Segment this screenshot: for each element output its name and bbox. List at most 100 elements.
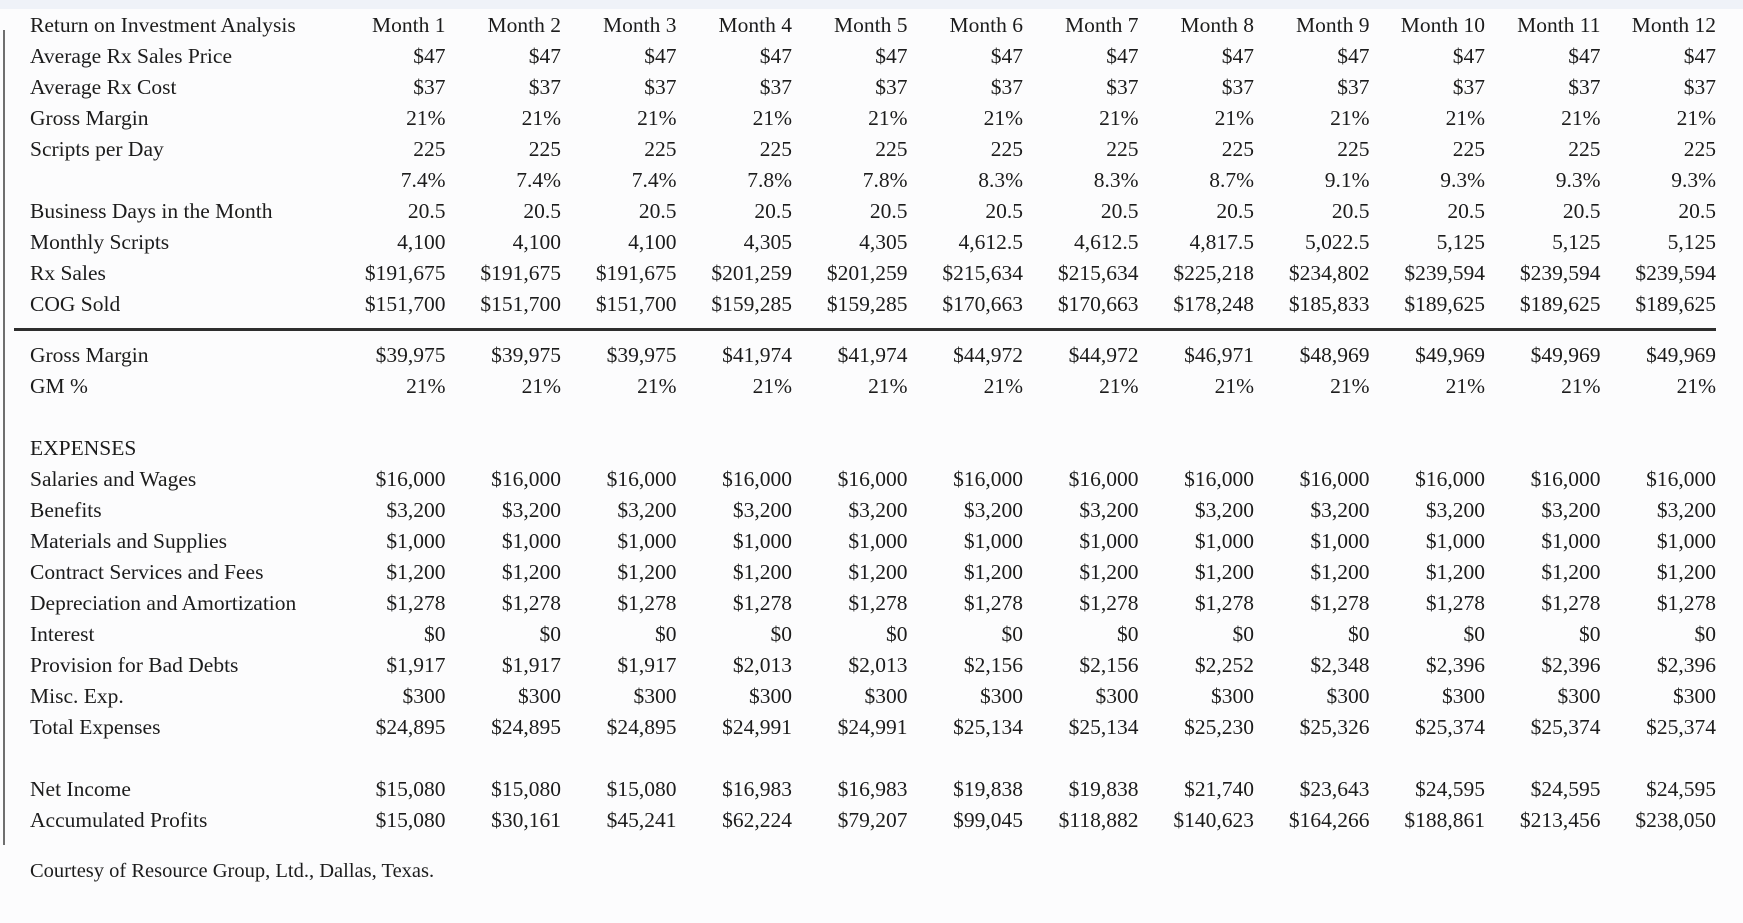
cell-value: $1,278	[1194, 591, 1254, 615]
cell-value: $0	[1232, 622, 1255, 646]
cell-value: $1,000	[1425, 529, 1485, 553]
cell-value: $25,326	[1299, 715, 1370, 739]
cell-value: 20.5	[523, 199, 561, 223]
column-header: Month 8	[1180, 13, 1254, 37]
cell-value: 20.5	[985, 199, 1023, 223]
cell-value: $118,882	[1058, 808, 1139, 832]
cell-value: $300	[1326, 684, 1370, 708]
cell-value: $159,285	[792, 289, 908, 331]
cell-value: 20.5	[754, 199, 792, 223]
cell-value: $201,259	[826, 261, 908, 285]
column-header: Month 11	[1517, 13, 1601, 37]
cell-value: 4,100	[512, 230, 561, 254]
cell-value: $3,200	[1656, 498, 1716, 522]
cell-value: $1,278	[1656, 591, 1716, 615]
cell-value: 9.3%	[1555, 168, 1601, 192]
cell-value: $151,700	[330, 289, 446, 331]
table-row: COG Sold $151,700 $151,700 $151,700 $159,285…	[14, 289, 1716, 331]
cell-value: $1,278	[386, 591, 446, 615]
cell-value	[1139, 433, 1255, 464]
cell-value: $45,241	[606, 808, 677, 832]
cell-value: 21%	[1330, 374, 1370, 398]
cell-value: $2,156	[963, 653, 1023, 677]
cell-value: $37	[528, 75, 561, 99]
cell-value: $1,200	[963, 560, 1023, 584]
cell-value: $41,974	[722, 343, 792, 367]
cell-value: $25,134	[953, 715, 1023, 739]
roi-analysis-table: Return on Investment Analysis Month 1 Mon…	[14, 10, 1716, 836]
cell-value: $1,000	[732, 529, 792, 553]
cell-value: $44,972	[953, 343, 1023, 367]
cell-value: $1,200	[617, 560, 677, 584]
cell-value: $39,975	[375, 343, 446, 367]
cell-value: $25,374	[1415, 715, 1485, 739]
cell-value: $37	[1683, 75, 1716, 99]
cell-value: $1,000	[963, 529, 1023, 553]
cell-value: $1,000	[1656, 529, 1716, 553]
cell-value: $1,200	[386, 560, 446, 584]
cell-value: 4,817.5	[1189, 230, 1255, 254]
cell-value: $2,348	[1310, 653, 1370, 677]
cell-value: $1,000	[1310, 529, 1370, 553]
cell-value: $189,625	[1600, 289, 1716, 331]
table-row: Net Income $15,080 $15,080 $15,080 $16,983 $1…	[14, 774, 1716, 805]
table-row: Average Rx Sales Price $47 $47 $47 $47 $47 $47…	[14, 41, 1716, 72]
cell-value: 20.5	[1100, 199, 1139, 223]
cell-value: $151,700	[445, 289, 561, 331]
cell-value: $238,050	[1635, 808, 1716, 832]
cell-value: 21%	[1561, 374, 1601, 398]
cell-value: $16,000	[1068, 467, 1139, 491]
cell-value: $3,200	[1079, 498, 1139, 522]
cell-value: $48,969	[1299, 343, 1370, 367]
cell-value: $1,278	[1079, 591, 1139, 615]
spacer-cell	[14, 402, 1716, 433]
cell-value: $47	[759, 44, 792, 68]
cell-value: $300	[633, 684, 677, 708]
column-header: Month 3	[603, 13, 677, 37]
cell-value: 4,305	[743, 230, 792, 254]
table-row: Depreciation and Amortization $1,278 $1,27…	[14, 588, 1716, 619]
cell-value: $239,594	[1519, 261, 1601, 285]
table-row: Salaries and Wages $16,000 $16,000 $16,000 $…	[14, 464, 1716, 495]
cell-value: 4,612.5	[958, 230, 1024, 254]
scan-edge-top	[0, 0, 1743, 9]
cell-value: $300	[749, 684, 792, 708]
row-label: GM %	[30, 374, 88, 398]
cell-value: 21%	[1330, 106, 1370, 130]
cell-value: $140,623	[1173, 808, 1254, 832]
cell-value: $16,000	[1646, 467, 1716, 491]
cell-value: $3,200	[1310, 498, 1370, 522]
table-row: Interest $0 $0 $0 $0 $0 $0 $0 $0 $0 $0 $0 $0	[14, 619, 1716, 650]
cell-value: $1,278	[617, 591, 677, 615]
cell-value: 21%	[637, 374, 677, 398]
table-title: Return on Investment Analysis	[30, 13, 296, 37]
cell-value: $0	[1348, 622, 1370, 646]
column-header: Month 4	[718, 13, 792, 37]
cell-value	[1601, 433, 1717, 464]
cell-value: $37	[990, 75, 1023, 99]
cell-value: $47	[990, 44, 1023, 68]
table-row: Provision for Bad Debts $1,917 $1,917 $1,91…	[14, 650, 1716, 681]
cell-value: $2,252	[1194, 653, 1254, 677]
cell-value: $1,200	[848, 560, 908, 584]
cell-value: $1,200	[732, 560, 792, 584]
cell-value: $37	[1452, 75, 1485, 99]
cell-value: $37	[1106, 75, 1139, 99]
cell-value: $191,675	[595, 261, 677, 285]
cell-value: 225	[1337, 137, 1370, 161]
cell-value: 225	[990, 137, 1023, 161]
cell-value: 7.8%	[862, 168, 908, 192]
row-label	[14, 165, 330, 196]
cell-value: 21%	[983, 374, 1023, 398]
cell-value: $47	[875, 44, 908, 68]
cell-value: $99,045	[953, 808, 1023, 832]
cell-value: $189,625	[1485, 289, 1601, 331]
cell-value: $23,643	[1299, 777, 1370, 801]
cell-value: $0	[1117, 622, 1139, 646]
cell-value: $3,200	[1541, 498, 1601, 522]
cell-value: $16,000	[837, 467, 908, 491]
cell-value: $39,975	[491, 343, 561, 367]
cell-value: $1,917	[501, 653, 561, 677]
cell-value: $79,207	[837, 808, 908, 832]
cell-value: $30,161	[491, 808, 561, 832]
